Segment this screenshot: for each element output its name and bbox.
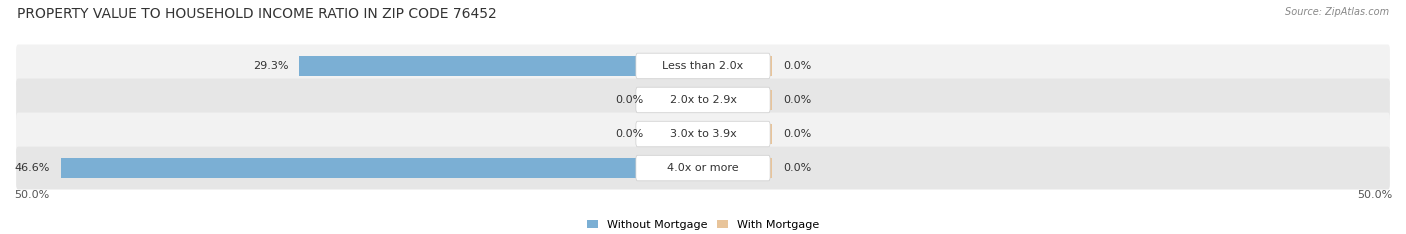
Text: 0.0%: 0.0% xyxy=(783,95,811,105)
FancyBboxPatch shape xyxy=(636,53,770,79)
FancyBboxPatch shape xyxy=(636,121,770,147)
Bar xyxy=(655,124,703,144)
Legend: Without Mortgage, With Mortgage: Without Mortgage, With Mortgage xyxy=(582,215,824,234)
Text: Source: ZipAtlas.com: Source: ZipAtlas.com xyxy=(1285,7,1389,17)
FancyBboxPatch shape xyxy=(636,155,770,181)
Text: 0.0%: 0.0% xyxy=(616,95,644,105)
FancyBboxPatch shape xyxy=(15,113,1391,155)
Text: 29.3%: 29.3% xyxy=(253,61,288,71)
Bar xyxy=(655,90,703,110)
Bar xyxy=(703,90,772,110)
Text: 2.0x to 2.9x: 2.0x to 2.9x xyxy=(669,95,737,105)
Text: 4.0x or more: 4.0x or more xyxy=(668,163,738,173)
Bar xyxy=(299,56,703,76)
Text: Less than 2.0x: Less than 2.0x xyxy=(662,61,744,71)
Text: 3.0x to 3.9x: 3.0x to 3.9x xyxy=(669,129,737,139)
Bar xyxy=(703,158,772,178)
Text: 50.0%: 50.0% xyxy=(14,190,49,200)
Text: 0.0%: 0.0% xyxy=(783,163,811,173)
Text: PROPERTY VALUE TO HOUSEHOLD INCOME RATIO IN ZIP CODE 76452: PROPERTY VALUE TO HOUSEHOLD INCOME RATIO… xyxy=(17,7,496,21)
Text: 0.0%: 0.0% xyxy=(783,61,811,71)
Text: 0.0%: 0.0% xyxy=(616,129,644,139)
Bar xyxy=(60,158,703,178)
Text: 0.0%: 0.0% xyxy=(783,129,811,139)
FancyBboxPatch shape xyxy=(15,44,1391,87)
FancyBboxPatch shape xyxy=(15,79,1391,121)
FancyBboxPatch shape xyxy=(636,87,770,113)
Text: 46.6%: 46.6% xyxy=(14,163,49,173)
Bar xyxy=(703,124,772,144)
Bar xyxy=(703,56,772,76)
Text: 50.0%: 50.0% xyxy=(1357,190,1392,200)
FancyBboxPatch shape xyxy=(15,147,1391,190)
